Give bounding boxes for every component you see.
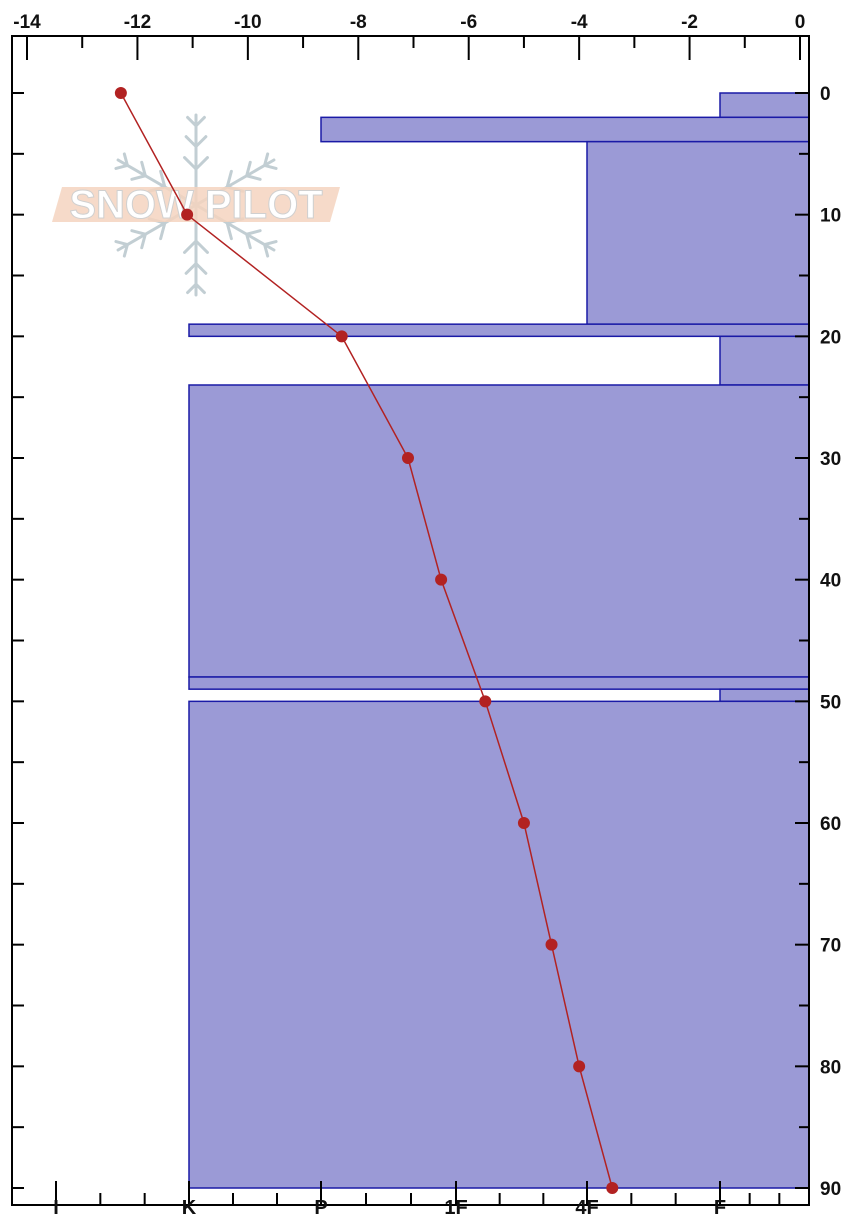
hardness-layer [586,140,810,325]
temperature-point [435,573,448,586]
depth-tick-label: 80 [820,1057,841,1078]
temperature-point [114,87,127,99]
temperature-tick-label: -6 [460,12,477,33]
snowflake-branch [184,262,198,275]
snowpilot-watermark: SNOW PILOT [52,113,340,297]
snowflake-branch [194,239,209,254]
hardness-label: F [714,1197,726,1217]
snowflake-branch [122,243,129,258]
snowflake-branch [225,169,233,189]
hardness-label: 4F [575,1197,598,1217]
snowflake-branch [194,262,208,275]
snowflake-branch [183,239,198,254]
hardness-layer [719,688,810,703]
depth-tick-label: 70 [820,936,841,957]
snowflake-branch [245,229,262,236]
snowflake-branch [183,156,198,171]
temperature-point [517,817,530,829]
temperature-point [335,330,348,343]
snowflake-branch [130,174,147,181]
hardness-layer [188,676,810,690]
temperature-tick-label: -10 [234,12,261,33]
depth-tick-label: 50 [820,692,841,713]
snowflake-branch [140,160,147,178]
temperature-profile [114,87,619,1194]
snowflake-branch [159,221,167,241]
hardness-label: 1F [444,1197,467,1217]
hardness-label: K [182,1197,197,1217]
hardness-layer [320,116,810,143]
hardness-layer [188,323,810,338]
hardness-layer [719,335,810,386]
snowflake-branch [140,232,147,250]
temperature-point [573,1060,586,1073]
snowflake-branch [225,221,233,241]
temperature-point [401,452,414,464]
temperature-point [479,695,492,708]
depth-tick-label: 0 [820,84,831,105]
snowflake-branch [194,282,206,295]
depth-tick-label: 20 [820,327,841,348]
snowflake-branch [159,169,167,189]
temperature-point [606,1182,619,1194]
axis-labels: -14 -12 -10 -8 -6 -4 -2 0 0 10 20 30 40 50 60 70 80 90 I K P… [13,12,841,1217]
snowflake-branch [245,160,252,178]
hardness-layer [188,384,810,678]
temperature-tick-label: -8 [350,12,367,33]
depth-tick-label: 90 [820,1179,841,1200]
temperature-tick-label: -4 [571,12,588,33]
snowflake-branch [130,229,147,236]
snowflake-branch [245,232,252,250]
temperature-tick-label: -2 [681,12,698,33]
snowflake-branch [194,135,208,148]
hardness-layer [719,92,810,119]
axis-frame [11,35,810,1206]
hardness-layer [188,700,810,1189]
depth-tick-label: 60 [820,814,841,835]
snowflake-branch [186,282,198,295]
snowflake-branch [184,135,198,148]
snowflake-branch [263,152,270,167]
temperature-point [545,938,558,951]
snowflake-branch [245,174,262,181]
snowflake-branch [122,152,129,167]
snowflake-branch [114,240,129,247]
snowflake-branch [194,156,209,171]
depth-tick-label: 10 [820,206,841,227]
hardness-label: P [314,1197,327,1217]
temperature-tick-label: -12 [124,12,151,33]
snowflake-branch [114,163,129,170]
depth-tick-label: 30 [820,449,841,470]
snowflake-branch [263,163,278,170]
temperature-tick-label: 0 [795,12,806,33]
snowflake-branch [186,115,198,128]
snowflake-branch [263,243,270,258]
snowflake-branch [194,115,206,128]
temperature-point [181,208,194,221]
watermark-banner [52,187,340,222]
snowflake-branch [263,240,278,247]
depth-tick-label: 40 [820,571,841,592]
layers-group [188,92,810,1189]
watermark-text: SNOW PILOT [69,183,322,227]
hardness-label: I [53,1197,59,1217]
temperature-tick-label: -14 [13,12,41,33]
temperature-line [120,92,613,1189]
